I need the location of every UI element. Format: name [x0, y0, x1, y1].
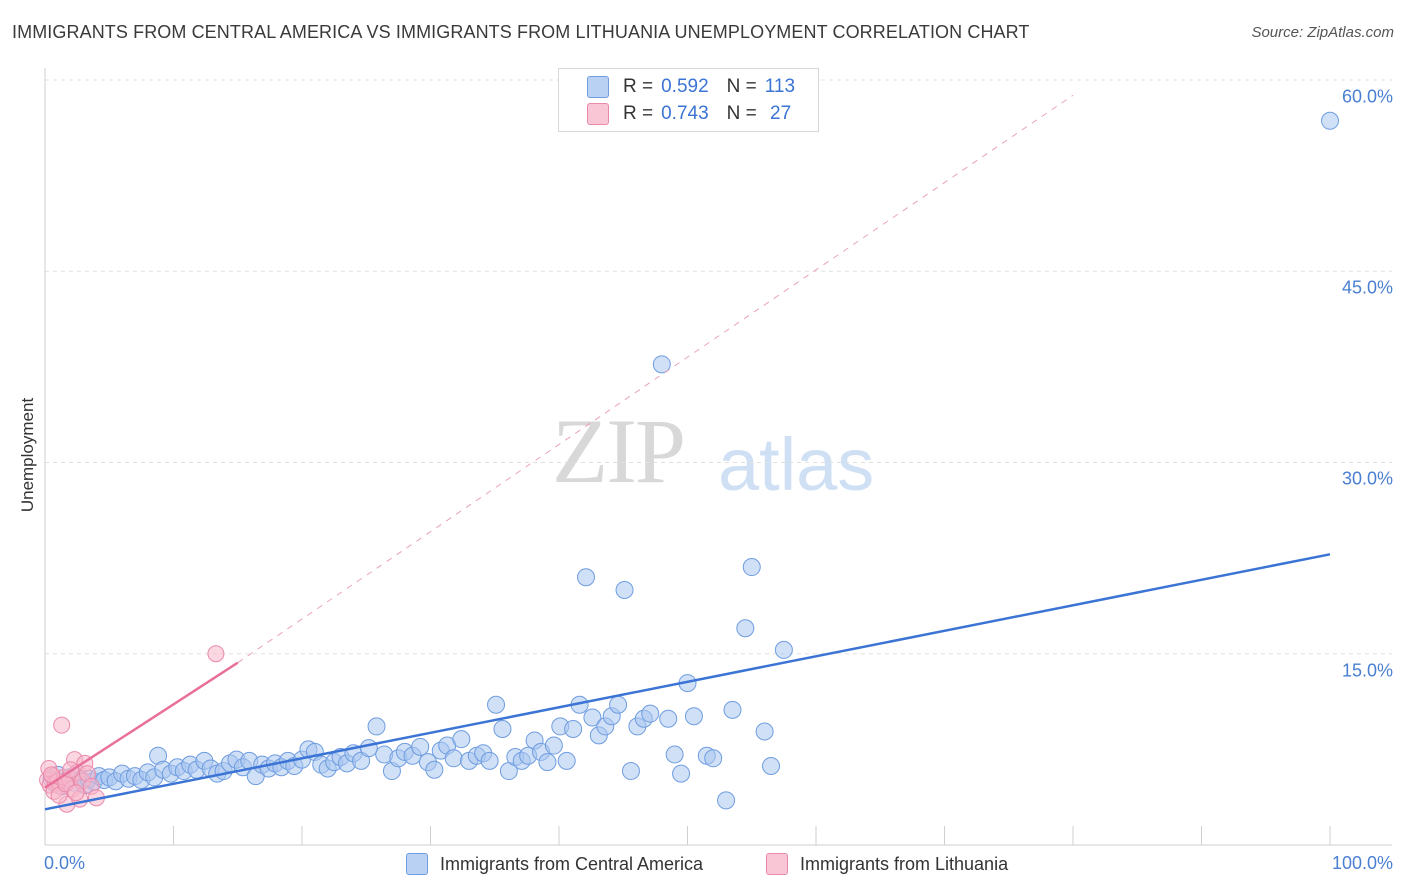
data-point-lithuania	[53, 716, 71, 734]
y-tick-label: 30.0%	[1341, 468, 1393, 489]
trendline-lithuania	[44, 661, 239, 789]
data-point-central-america	[652, 355, 671, 374]
chart-title: IMMIGRANTS FROM CENTRAL AMERICA VS IMMIG…	[12, 22, 1030, 42]
source-note: Source: ZipAtlas.com	[1251, 24, 1394, 41]
legend-r-value: 0.592	[661, 76, 709, 97]
series-legend-lithuania: Immigrants from Lithuania	[766, 853, 1008, 875]
series-legend-central-america: Immigrants from Central America	[406, 853, 703, 875]
series-legend: Immigrants from Central America Immigran…	[0, 853, 1406, 877]
data-point-central-america	[452, 730, 471, 749]
data-point-central-america	[411, 737, 430, 756]
data-point-central-america	[480, 751, 499, 770]
data-point-central-america	[557, 751, 576, 770]
data-point-central-america	[736, 619, 755, 638]
legend-r-label: R =	[623, 76, 654, 97]
x-tick-label: 0.0%	[44, 853, 86, 873]
data-point-central-america	[425, 760, 444, 779]
y-tick-label: 45.0%	[1341, 277, 1393, 298]
data-point-central-america	[742, 558, 761, 577]
legend-n-value: 27	[764, 103, 792, 124]
data-point-central-america	[641, 704, 660, 723]
y-tick-label: 60.0%	[1341, 86, 1393, 107]
data-point-central-america	[564, 719, 583, 738]
legend-r-label: R =	[623, 103, 654, 124]
legend-row-lithuania: R = 0.743 N = 27	[587, 102, 791, 126]
series-swatch-pink	[766, 853, 788, 875]
data-point-central-america	[609, 695, 628, 714]
legend-r-value: 0.743	[661, 103, 709, 124]
data-point-central-america	[621, 762, 640, 781]
legend-swatch-blue	[587, 76, 609, 98]
data-point-central-america	[367, 717, 386, 736]
data-point-central-america	[359, 739, 378, 758]
data-point-central-america	[684, 707, 703, 726]
data-point-central-america	[665, 745, 684, 764]
data-point-central-america	[659, 709, 678, 728]
data-point-central-america	[774, 640, 793, 659]
data-point-central-america	[493, 719, 512, 738]
legend-swatch-pink	[587, 103, 609, 125]
series-swatch-blue	[406, 853, 428, 875]
correlation-legend: R = 0.592 N = 113 R = 0.743 N = 27	[558, 68, 819, 132]
legend-n-label: N =	[726, 103, 757, 124]
series-legend-label: Immigrants from Central America	[440, 853, 704, 874]
x-tick-label: 100.0%	[1331, 853, 1393, 873]
data-point-central-america	[717, 791, 736, 810]
y-axis-label: Unemployment	[18, 397, 37, 513]
series-legend-label: Immigrants from Lithuania	[800, 853, 1009, 874]
data-point-lithuania	[207, 645, 225, 663]
data-point-central-america	[538, 753, 557, 772]
data-point-central-america	[615, 581, 634, 599]
data-point-central-america	[544, 736, 563, 755]
data-point-central-america	[444, 749, 463, 768]
watermark-zip: ZIP	[552, 400, 686, 502]
watermark-atlas: atlas	[718, 423, 875, 506]
legend-n-label: N =	[726, 76, 757, 97]
trendline-lithuania-extended	[237, 94, 1074, 664]
data-point-central-america	[672, 764, 691, 783]
data-point-central-america	[762, 756, 781, 775]
legend-n-value: 113	[764, 76, 796, 97]
legend-row-central-america: R = 0.592 N = 113	[587, 75, 795, 99]
data-point-central-america	[576, 568, 595, 587]
data-point-central-america	[1321, 111, 1339, 130]
y-tick-label: 15.0%	[1341, 660, 1393, 681]
data-point-lithuania	[67, 784, 85, 802]
data-point-central-america	[583, 708, 602, 727]
data-point-central-america	[487, 695, 506, 714]
trendline-central-america	[44, 553, 1331, 811]
data-point-central-america	[704, 749, 723, 768]
data-point-central-america	[755, 722, 774, 741]
data-point-central-america	[723, 700, 742, 719]
